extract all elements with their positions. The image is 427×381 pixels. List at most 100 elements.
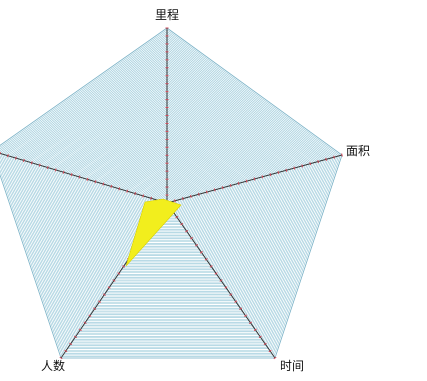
- axis-tick: [175, 215, 179, 219]
- grid-ring: [0, 36, 334, 351]
- grid-ring: [58, 94, 276, 300]
- axis-label-time: 时间: [280, 359, 304, 373]
- axis-tick: [126, 189, 129, 193]
- axis-tick: [205, 190, 208, 194]
- grid-ring: [30, 66, 304, 325]
- grid-ring: [0, 32, 338, 354]
- axis-tick: [78, 175, 81, 179]
- grid-ring: [19, 55, 315, 334]
- grid-ring: [94, 130, 240, 267]
- axis-tick: [221, 186, 224, 190]
- grid-ring: [107, 143, 227, 256]
- axis-tick: [219, 279, 223, 282]
- grid-ring: [59, 95, 275, 298]
- axis-tick: [197, 192, 200, 196]
- grid-ring: [136, 172, 198, 230]
- axis-tick: [102, 182, 105, 186]
- axis-tick: [234, 300, 238, 303]
- axis-tick: [293, 166, 296, 170]
- axis-tick: [98, 300, 102, 303]
- grid-ring: [23, 59, 311, 331]
- axis-tick: [309, 162, 312, 166]
- axis-tick: [317, 159, 320, 164]
- axis-tick: [78, 328, 82, 332]
- grid-ring: [72, 108, 262, 288]
- axis-tick: [185, 229, 189, 233]
- grid-ring: [26, 62, 308, 328]
- axis-tick: [64, 349, 68, 353]
- axis-tick: [38, 163, 41, 167]
- axis-tick: [190, 236, 194, 240]
- axis-tick: [30, 161, 33, 165]
- grid-ring: [66, 102, 268, 292]
- grid-ring: [56, 92, 278, 301]
- grid-ring: [112, 148, 222, 252]
- axis-tick: [69, 342, 73, 346]
- axis-tick: [244, 314, 248, 317]
- axis-tick: [83, 321, 87, 325]
- grid-ring: [80, 116, 254, 280]
- grid-ring: [9, 45, 325, 343]
- axis-tick: [229, 293, 233, 296]
- axis-tick: [150, 196, 152, 200]
- grid-ring: [0, 31, 339, 356]
- axis-tick: [22, 158, 25, 163]
- grid-ring: [0, 34, 336, 353]
- grid-ring: [12, 48, 322, 340]
- axis-tick: [239, 307, 243, 310]
- grid-ring: [61, 97, 273, 297]
- grid-ring: [101, 137, 233, 261]
- axis-tick: [229, 183, 232, 188]
- data-polygon: [125, 198, 182, 267]
- grid-ring: [28, 64, 306, 326]
- grid-ring: [131, 167, 203, 235]
- axis-tick: [70, 173, 73, 177]
- axis-tick: [86, 177, 89, 181]
- axis-tick: [59, 356, 63, 360]
- grid-ring: [89, 125, 245, 272]
- axis-tick: [112, 279, 116, 282]
- axis-tick: [118, 187, 121, 191]
- axis-tick: [273, 356, 277, 360]
- axis-tick: [93, 307, 97, 310]
- axis-tick: [199, 251, 203, 254]
- axis-tick: [110, 184, 113, 189]
- grid-ring: [91, 127, 243, 270]
- axis-tick: [301, 164, 304, 168]
- grid-ring: [70, 106, 264, 289]
- grid-ring: [133, 169, 201, 233]
- axis-tick: [14, 156, 17, 160]
- axis-tick: [94, 180, 97, 184]
- axis-tick: [194, 244, 198, 247]
- axis-tick: [204, 258, 208, 261]
- axis-tick: [277, 170, 280, 175]
- grid-ring: [87, 123, 247, 274]
- grid-outer-border: [0, 27, 343, 359]
- grid-ring: [31, 67, 303, 323]
- axis-tick: [237, 181, 240, 185]
- grid-ring: [3, 39, 331, 348]
- axis-tick: [258, 335, 262, 339]
- grid-ring: [114, 150, 220, 250]
- axis-tick: [224, 286, 228, 289]
- grid-ring: [16, 52, 318, 337]
- axis-label-count: 人数: [41, 358, 65, 373]
- grid-ring: [110, 146, 224, 253]
- grid-ring: [65, 101, 269, 294]
- axis-tick: [117, 272, 121, 275]
- grid-ring: [86, 122, 248, 275]
- grid-ring: [0, 29, 341, 357]
- grid-ring: [108, 144, 226, 255]
- grid-ring: [51, 87, 283, 306]
- grid-ring: [143, 179, 191, 224]
- axis-tick: [107, 286, 111, 289]
- axis-tick: [174, 199, 176, 203]
- grid-ring: [122, 158, 212, 243]
- axis-tick: [54, 168, 57, 172]
- grid-ring: [124, 160, 210, 241]
- grid-ring: [100, 136, 234, 263]
- grid-ring: [17, 53, 317, 336]
- axis-tick: [122, 265, 126, 268]
